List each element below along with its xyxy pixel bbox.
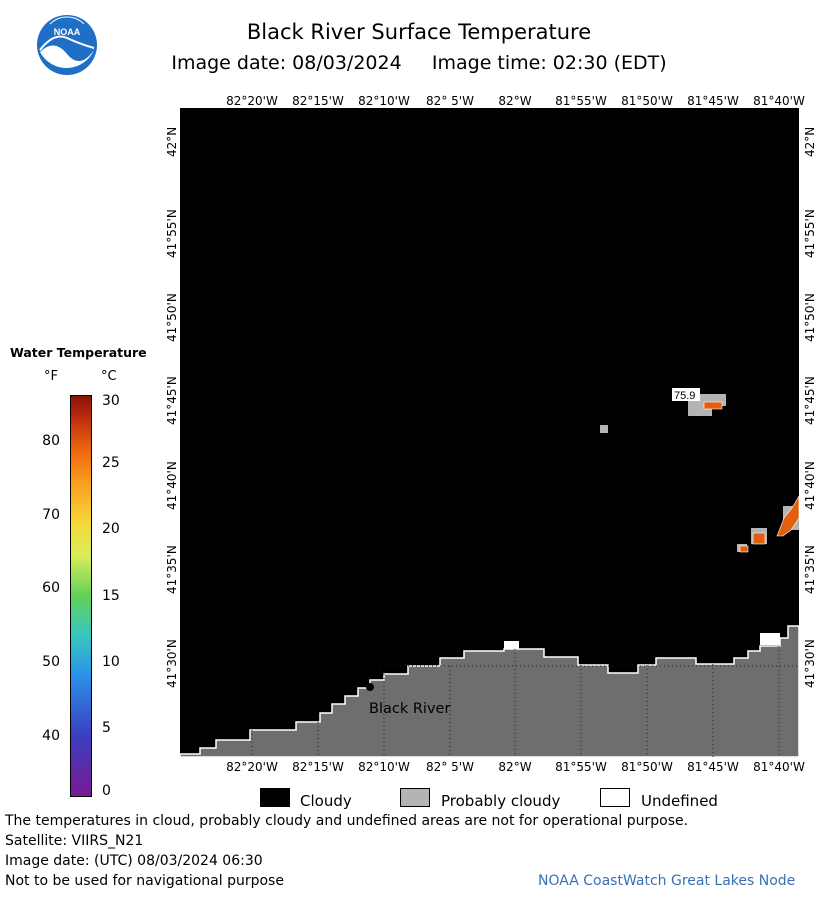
satellite-text: Satellite: VIIRS_N21 xyxy=(5,833,144,849)
lat-label-right: 41°45'N xyxy=(803,376,817,425)
f-tick: 70 xyxy=(42,507,60,523)
undefined-label: Undefined xyxy=(641,792,718,810)
noaa-logo: NOAA xyxy=(37,15,97,75)
c-tick: 25 xyxy=(102,455,120,471)
utc-date-text: Image date: (UTC) 08/03/2024 06:30 xyxy=(5,853,263,869)
c-tick: 15 xyxy=(102,588,120,604)
lat-label-left: 42°N xyxy=(165,126,179,157)
lat-label-right: 41°40'N xyxy=(803,461,817,510)
place-label: Black River xyxy=(369,701,450,717)
undefined-patch xyxy=(504,641,519,649)
lat-label-left: 41°50'N xyxy=(165,293,179,342)
legend-f-header: °F xyxy=(44,369,58,384)
cloudy-label: Cloudy xyxy=(300,792,352,810)
lat-label-right: 41°55'N xyxy=(803,209,817,258)
temp-readout-box xyxy=(672,388,700,401)
lon-label-bottom: 81°50'W xyxy=(621,760,673,774)
f-tick: 60 xyxy=(42,580,60,596)
lon-label-top: 81°40'W xyxy=(753,94,805,108)
lat-label-left: 41°35'N xyxy=(165,545,179,594)
f-tick: 50 xyxy=(42,654,60,670)
lat-label-left: 41°30'N xyxy=(165,639,179,688)
lon-label-bottom: 81°40'W xyxy=(753,760,805,774)
c-tick: 0 xyxy=(102,783,111,799)
c-tick: 5 xyxy=(102,720,111,736)
temperature-map[interactable]: 75.9 Black River xyxy=(180,108,799,757)
logo-text: NOAA xyxy=(54,27,81,37)
probably-cloudy-swatch xyxy=(400,788,430,807)
f-tick: 40 xyxy=(42,728,60,744)
lon-label-top: 82°10'W xyxy=(358,94,410,108)
lake-cloud-area xyxy=(180,108,799,757)
lat-label-right: 42°N xyxy=(803,126,817,157)
undefined-swatch xyxy=(600,788,630,807)
lon-label-bottom: 82°10'W xyxy=(358,760,410,774)
page-title: Black River Surface Temperature xyxy=(246,20,592,44)
lat-label-right: 41°30'N xyxy=(803,639,817,688)
lat-label-right: 41°50'N xyxy=(803,293,817,342)
credit-link[interactable]: NOAA CoastWatch Great Lakes Node xyxy=(538,873,796,889)
image-datetime: Image date: 08/03/2024 Image time: 02:30… xyxy=(171,52,667,74)
lon-label-bottom: 82° 5'W xyxy=(426,760,474,774)
lon-label-top: 82°15'W xyxy=(292,94,344,108)
lon-label-top: 81°50'W xyxy=(621,94,673,108)
lat-label-left: 41°40'N xyxy=(165,461,179,510)
legend-title: Water Temperature xyxy=(10,345,147,360)
lon-label-bottom: 81°45'W xyxy=(687,760,739,774)
lat-label-left: 41°45'N xyxy=(165,376,179,425)
c-tick: 20 xyxy=(102,521,120,537)
c-tick: 10 xyxy=(102,654,120,670)
cloudy-swatch xyxy=(260,788,290,807)
lat-label-left: 41°55'N xyxy=(165,209,179,258)
lon-label-top: 82°W xyxy=(498,94,532,108)
c-tick: 30 xyxy=(102,393,120,409)
lon-label-top: 82°20'W xyxy=(226,94,278,108)
lon-label-bottom: 81°55'W xyxy=(555,760,607,774)
legend-c-header: °C xyxy=(101,369,117,384)
lon-label-bottom: 82°20'W xyxy=(226,760,278,774)
graticule xyxy=(251,638,799,757)
warm-water-pixel xyxy=(752,532,766,545)
lon-label-bottom: 82°W xyxy=(498,760,532,774)
lat-label-right: 41°35'N xyxy=(803,545,817,594)
undefined-patch xyxy=(760,633,780,645)
probably-cloudy-patch xyxy=(600,425,608,433)
lon-label-top: 82° 5'W xyxy=(426,94,474,108)
nav-warning-text: Not to be used for navigational purpose xyxy=(5,873,284,889)
disclaimer-text: The temperatures in cloud, probably clou… xyxy=(5,813,689,829)
warm-water-pixel xyxy=(703,401,723,410)
lon-label-top: 81°55'W xyxy=(555,94,607,108)
lon-label-top: 81°45'W xyxy=(687,94,739,108)
river-mouth-marker xyxy=(366,683,374,691)
probably-cloudy-label: Probably cloudy xyxy=(441,792,561,810)
f-tick: 80 xyxy=(42,433,60,449)
lon-label-bottom: 82°15'W xyxy=(292,760,344,774)
warm-water-pixel xyxy=(739,545,749,553)
temperature-colorbar xyxy=(70,395,92,797)
warm-water-pixel xyxy=(776,495,799,537)
land-area xyxy=(180,625,799,757)
temp-readout: 75.9 xyxy=(674,390,695,402)
